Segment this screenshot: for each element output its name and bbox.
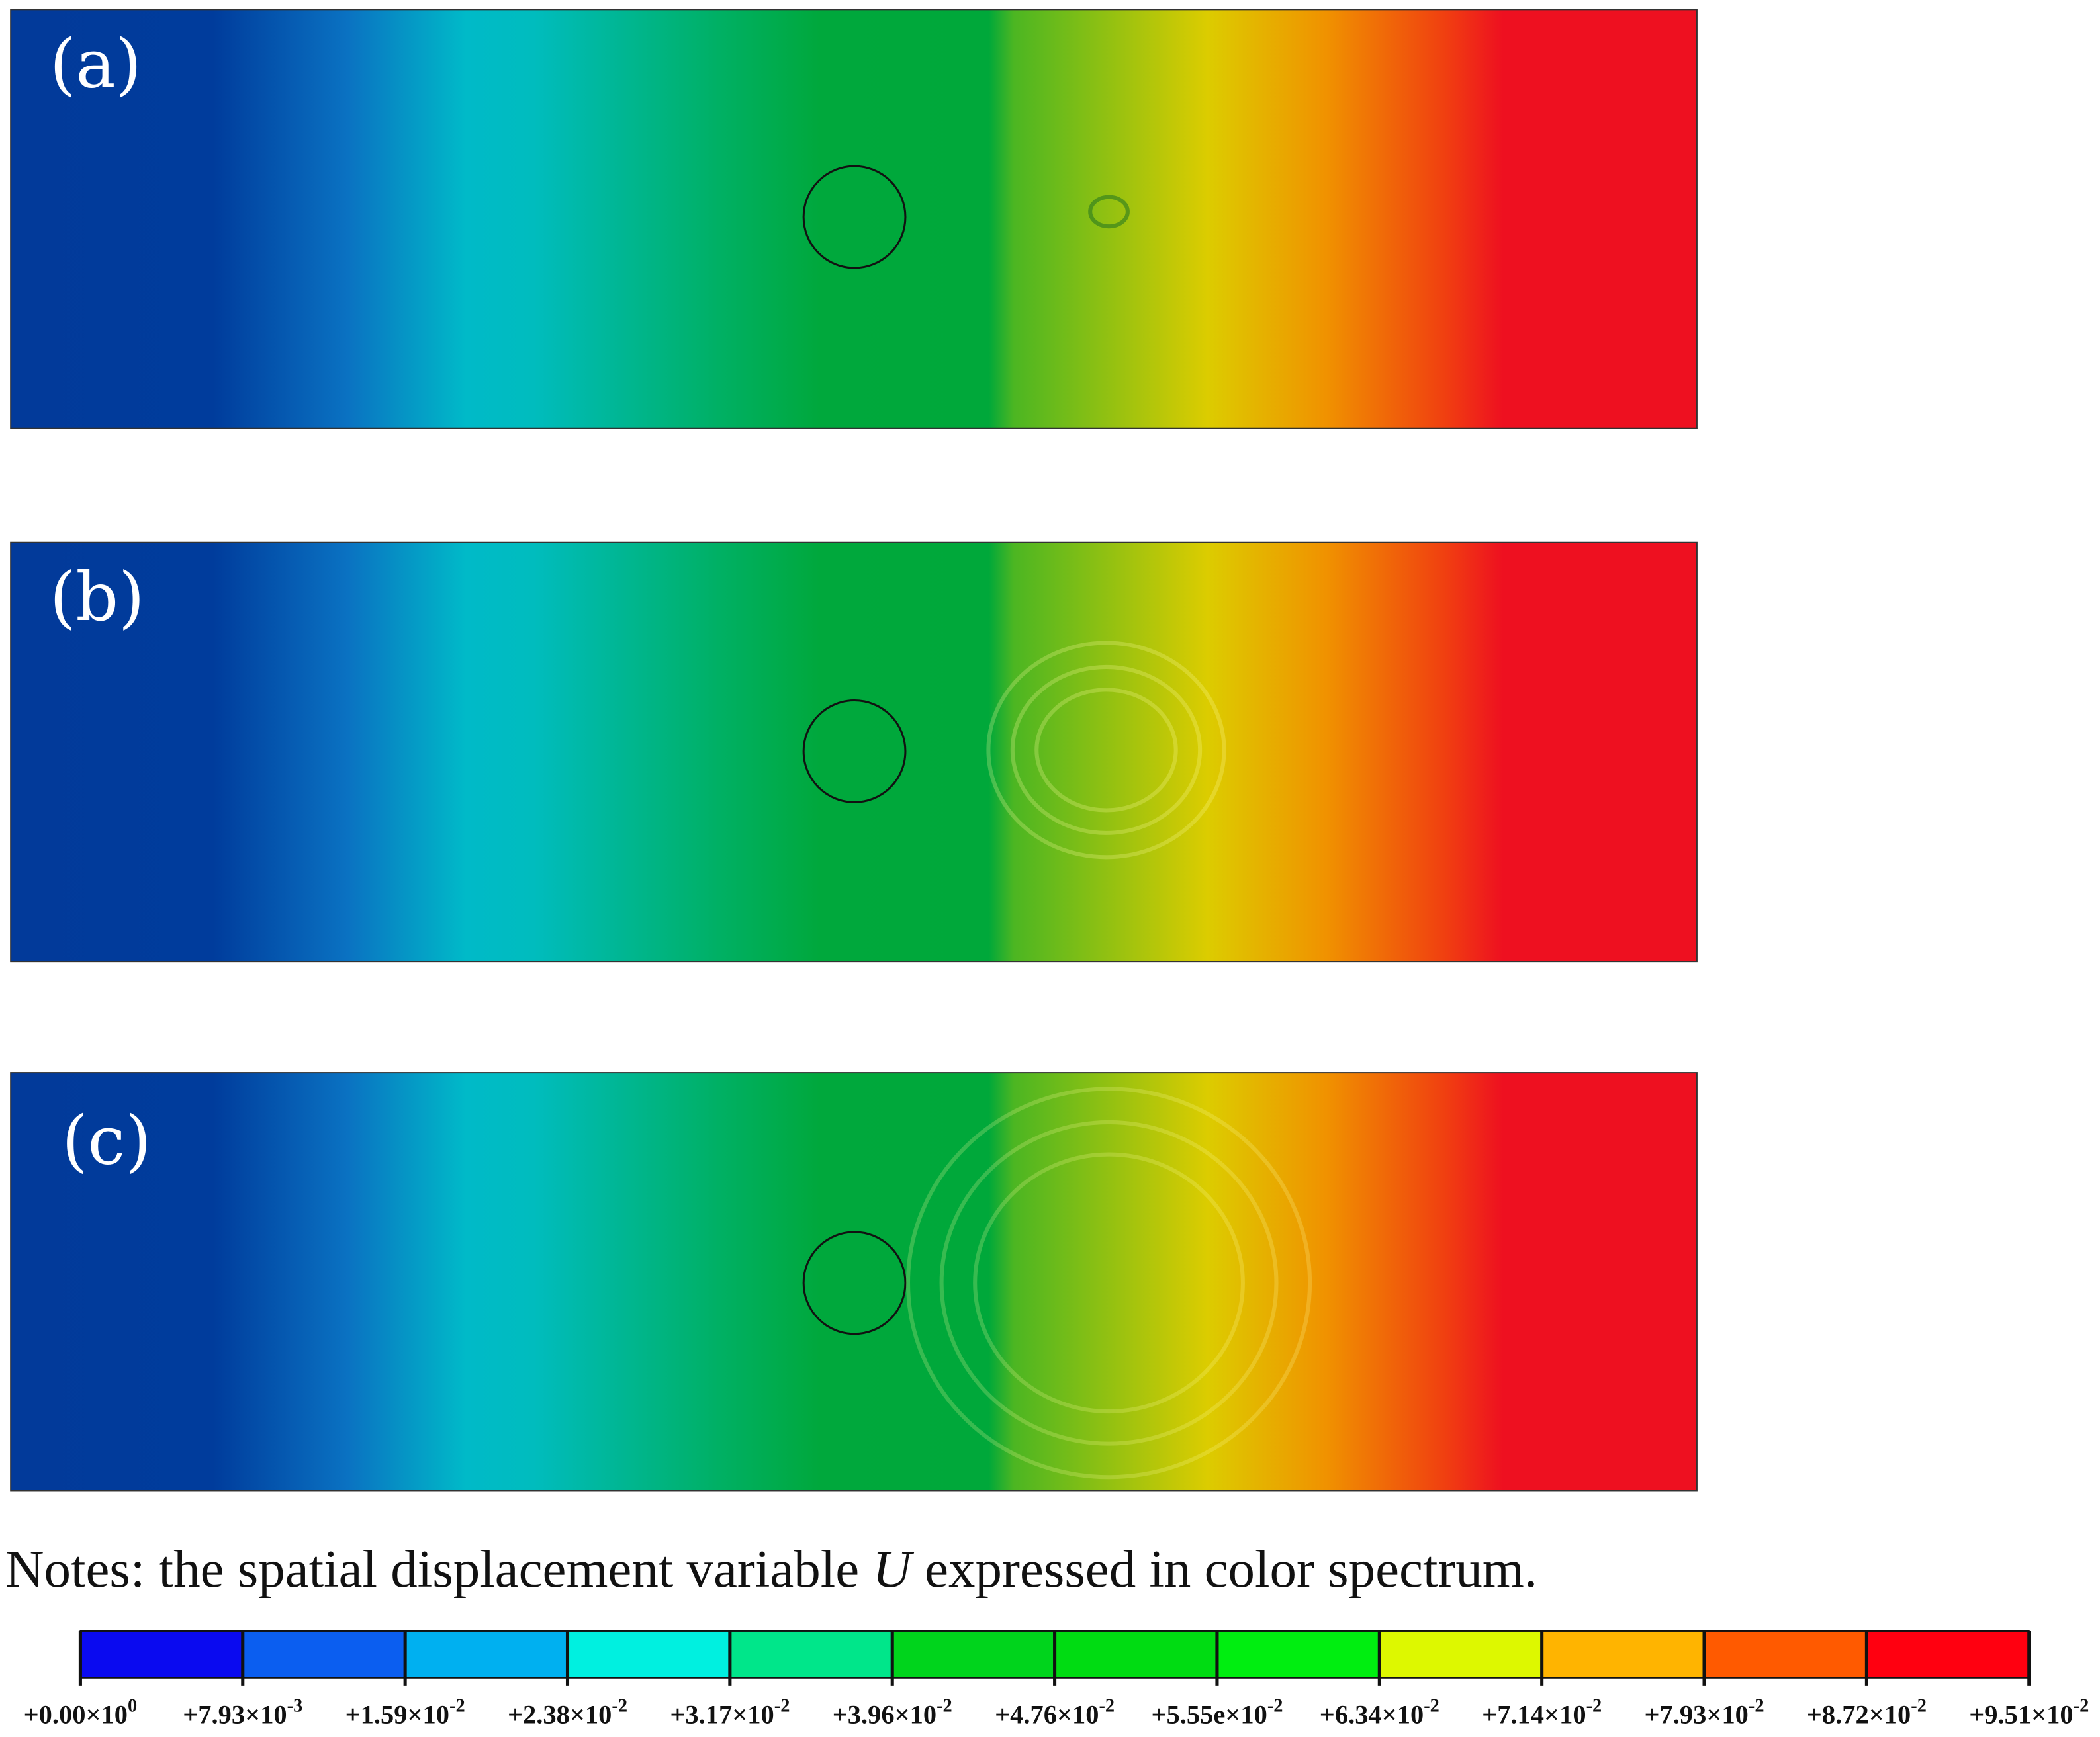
colorbar-segment xyxy=(1379,1630,1542,1678)
colorbar-tick-label: +1.59×10-2 xyxy=(345,1695,465,1729)
colorbar-segment xyxy=(729,1630,893,1678)
tick-mantissa: +7.14×10 xyxy=(1482,1700,1586,1730)
colorbar-segment xyxy=(567,1630,730,1678)
tick-exponent: -2 xyxy=(1586,1695,1602,1716)
tick-mantissa: +8.72×10 xyxy=(1807,1700,1911,1730)
panel-b: (b) xyxy=(10,541,1698,963)
obstacle xyxy=(802,699,907,803)
tick-exponent: -2 xyxy=(774,1695,790,1716)
field xyxy=(10,541,1698,963)
colorbar-tick-label: +7.93×10-3 xyxy=(183,1695,302,1729)
ripples xyxy=(905,1087,1312,1480)
colorbar-tick-label: +7.93×10-2 xyxy=(1645,1695,1764,1729)
panel-c: (c) xyxy=(10,1072,1698,1492)
tick-exponent: -2 xyxy=(1911,1695,1927,1716)
panel-label: (c) xyxy=(62,1102,152,1180)
obstacle xyxy=(802,165,907,269)
colorbar-tick-label: +6.34×10-2 xyxy=(1320,1695,1439,1729)
tick-mantissa: +6.34×10 xyxy=(1320,1700,1424,1730)
tick-exponent: -2 xyxy=(449,1695,465,1716)
colorbar-segment xyxy=(1054,1630,1217,1678)
tick-exponent: -2 xyxy=(612,1695,627,1716)
colorbar-tick-label: +2.38×10-2 xyxy=(508,1695,627,1729)
ripple xyxy=(1088,195,1130,229)
colorbar-tick-label: +4.76×10-2 xyxy=(995,1695,1115,1729)
colorbar-tick-label: +9.51×10-2 xyxy=(1969,1695,2089,1729)
tick-mantissa: +3.17×10 xyxy=(670,1700,774,1730)
tick-exponent: -2 xyxy=(1424,1695,1439,1716)
tick-exponent: -2 xyxy=(1099,1695,1115,1716)
note-variable: U xyxy=(872,1539,914,1599)
tick-mantissa: +5.55e×10 xyxy=(1151,1700,1267,1730)
colorbar-segment xyxy=(1541,1630,1705,1678)
obstacle xyxy=(802,1231,907,1335)
colorbar-segment xyxy=(1216,1630,1380,1678)
note: Notes: the spatial displacement variable… xyxy=(5,1539,1537,1599)
tick-exponent: -2 xyxy=(1749,1695,1764,1716)
field xyxy=(10,1072,1698,1492)
ripples xyxy=(986,641,1226,860)
note-text: expressed in color spectrum. xyxy=(911,1539,1537,1599)
panel-label: (a) xyxy=(50,25,142,103)
tick-mantissa: +7.93×10 xyxy=(183,1700,287,1730)
colorbar-segment xyxy=(1704,1630,1867,1678)
colorbar-tick-label: +7.14×10-2 xyxy=(1482,1695,1602,1729)
tick-mantissa: +3.96×10 xyxy=(833,1700,936,1730)
colorbar-tick-label: +0.00×100 xyxy=(24,1695,138,1729)
panel-a: (a) xyxy=(10,9,1698,429)
tick-exponent: -3 xyxy=(287,1695,303,1716)
colorbar: +0.00×100 +7.93×10-3 +1.59×10-2 +2.38×10-2 +… xyxy=(24,1630,2089,1730)
panel-label: (b) xyxy=(50,558,145,636)
field xyxy=(10,9,1698,429)
note-text: Notes: the spatial displacement variable xyxy=(5,1539,872,1599)
colorbar-segment xyxy=(405,1630,568,1678)
tick-exponent: -2 xyxy=(936,1695,952,1716)
colorbar-segment xyxy=(80,1630,243,1678)
tick-exponent: 0 xyxy=(128,1695,137,1716)
tick-mantissa: +9.51×10 xyxy=(1969,1700,2073,1730)
tick-exponent: -2 xyxy=(1267,1695,1283,1716)
colorbar-segment xyxy=(242,1630,406,1678)
colorbar-tick-label: +8.72×10-2 xyxy=(1807,1695,1927,1729)
colorbar-segment xyxy=(892,1630,1055,1678)
colorbar-tick-label: +3.96×10-2 xyxy=(833,1695,952,1729)
tick-mantissa: +1.59×10 xyxy=(345,1700,449,1730)
tick-mantissa: +2.38×10 xyxy=(508,1700,612,1730)
colorbar-tick-label: +5.55e×10-2 xyxy=(1151,1695,1283,1729)
colorbar-segment xyxy=(1866,1630,2029,1678)
tick-mantissa: +4.76×10 xyxy=(995,1700,1099,1730)
tick-mantissa: +7.93×10 xyxy=(1645,1700,1749,1730)
colorbar-tick-label: +3.17×10-2 xyxy=(670,1695,790,1729)
tick-exponent: -2 xyxy=(2074,1695,2089,1716)
tick-mantissa: +0.00×10 xyxy=(24,1700,128,1730)
